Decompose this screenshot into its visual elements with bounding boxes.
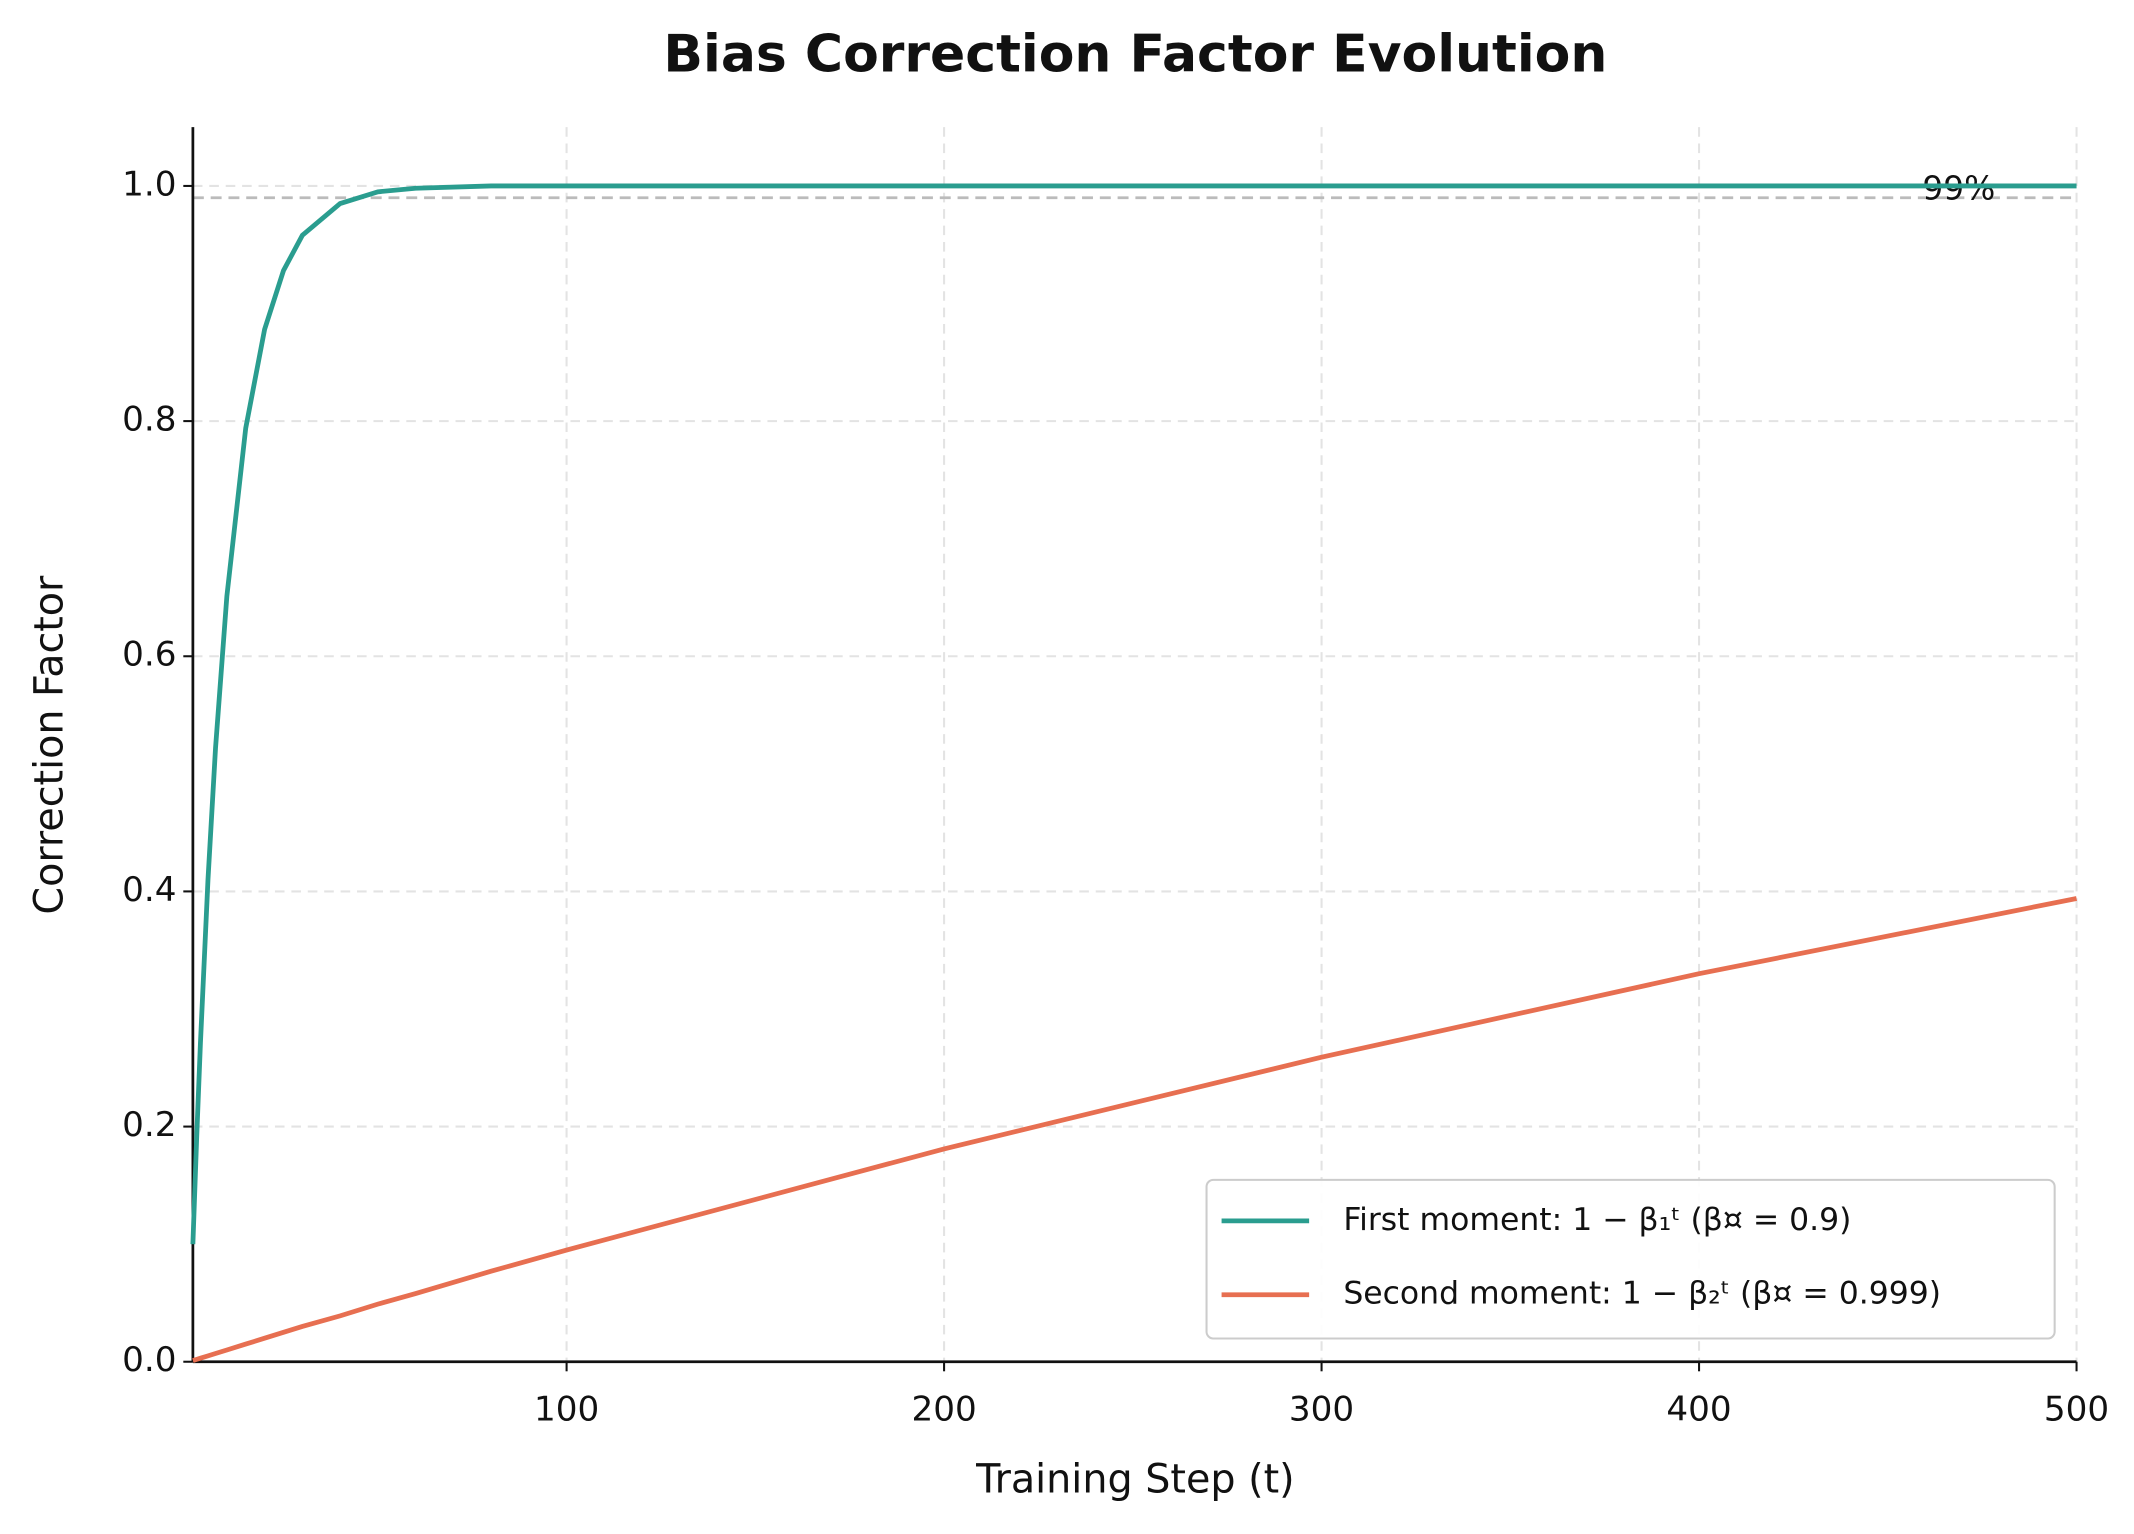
series-line — [190, 183, 2077, 1245]
x-tick-label: 300 — [1289, 1389, 1354, 1429]
series-line — [192, 896, 2078, 1363]
x-axis-label: Training Step (t) — [975, 1457, 1294, 1503]
y-tick-label: 0.8 — [122, 400, 176, 440]
x-tick-label: 200 — [911, 1389, 976, 1429]
legend: First moment: 1 − β₁ᵗ (β¤ = 0.9) Second m… — [1205, 1178, 2056, 1340]
legend-box — [1205, 1178, 2056, 1340]
y-tick-label: 0.0 — [122, 1340, 176, 1380]
legend-label: First moment: 1 − β₁ᵗ (β¤ = 0.9) — [1343, 1202, 1851, 1238]
x-tick-label: 400 — [1666, 1389, 1731, 1429]
y-tick-label: 0.6 — [122, 635, 176, 675]
x-tick-label: 100 — [534, 1389, 599, 1429]
y-tick-label: 0.4 — [122, 870, 176, 910]
legend-label: Second moment: 1 − β₂ᵗ (β¤ = 0.999) — [1343, 1276, 1941, 1312]
y-axis-label: Correction Factor — [26, 575, 72, 915]
reference-label: 99% — [1922, 170, 1995, 208]
chart-title: Bias Correction Factor Evolution — [663, 24, 1607, 84]
x-tick-label: 500 — [2044, 1389, 2109, 1429]
y-tick-label: 1.0 — [122, 164, 176, 204]
y-tick-label: 0.2 — [122, 1105, 176, 1145]
